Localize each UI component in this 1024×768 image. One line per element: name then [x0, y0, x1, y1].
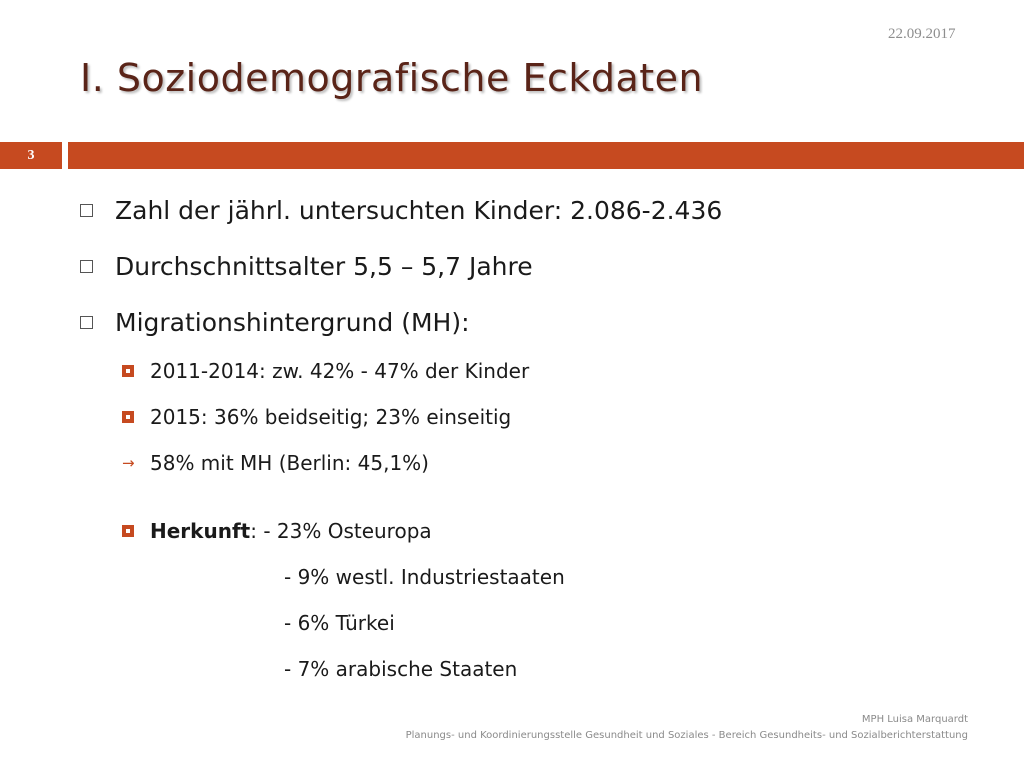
sub-bullet-text: 2011-2014: zw. 42% - 47% der Kinder [150, 359, 530, 383]
origin-line: - 6% Türkei [284, 611, 395, 635]
origin-item: Herkunft : - 23% Osteuropa [122, 519, 432, 543]
bullet-item: Zahl der jährl. untersuchten Kinder: 2.0… [80, 196, 722, 225]
hollow-square-bullet-icon [80, 260, 93, 273]
origin-line: - 7% arabische Staaten [284, 657, 517, 681]
bullet-item: Durchschnittsalter 5,5 – 5,7 Jahre [80, 252, 533, 281]
bullet-text: Durchschnittsalter 5,5 – 5,7 Jahre [115, 252, 533, 281]
bullet-text: Migrationshintergrund (MH): [115, 308, 470, 337]
origin-line-text: - 6% Türkei [284, 611, 395, 635]
origin-label: Herkunft [150, 519, 251, 543]
bullet-item: Migrationshintergrund (MH): [80, 308, 470, 337]
slide-title: I. Soziodemografische Eckdaten [80, 56, 704, 100]
sub-bullet-item: → 58% mit MH (Berlin: 45,1%) [122, 451, 429, 475]
origin-line-text: - 7% arabische Staaten [284, 657, 518, 681]
slide-date: 22.09.2017 [888, 26, 956, 42]
title-divider-bar [68, 142, 1024, 169]
sub-bullet-item: 2015: 36% beidseitig; 23% einseitig [122, 405, 511, 429]
hollow-square-bullet-icon [80, 316, 93, 329]
sub-bullet-text: 2015: 36% beidseitig; 23% einseitig [150, 405, 512, 429]
hollow-square-bullet-icon [80, 204, 93, 217]
bullet-text: Zahl der jährl. untersuchten Kinder: 2.0… [115, 196, 723, 225]
origin-first-line: : - 23% Osteuropa [250, 519, 432, 543]
slide-number: 3 [27, 147, 35, 163]
sub-bullet-item: 2011-2014: zw. 42% - 47% der Kinder [122, 359, 529, 383]
filled-square-bullet-icon [122, 411, 134, 423]
footer-organization: Planungs- und Koordinierungsstelle Gesun… [405, 730, 968, 741]
sub-bullet-text: 58% mit MH (Berlin: 45,1%) [150, 451, 429, 475]
filled-square-bullet-icon [122, 365, 134, 377]
origin-line-text: - 9% westl. Industriestaaten [284, 565, 565, 589]
footer-author: MPH Luisa Marquardt [861, 714, 968, 725]
origin-line: - 9% westl. Industriestaaten [284, 565, 565, 589]
arrow-right-icon: → [122, 454, 135, 472]
filled-square-bullet-icon [122, 525, 134, 537]
slide-number-box: 3 [0, 142, 62, 169]
